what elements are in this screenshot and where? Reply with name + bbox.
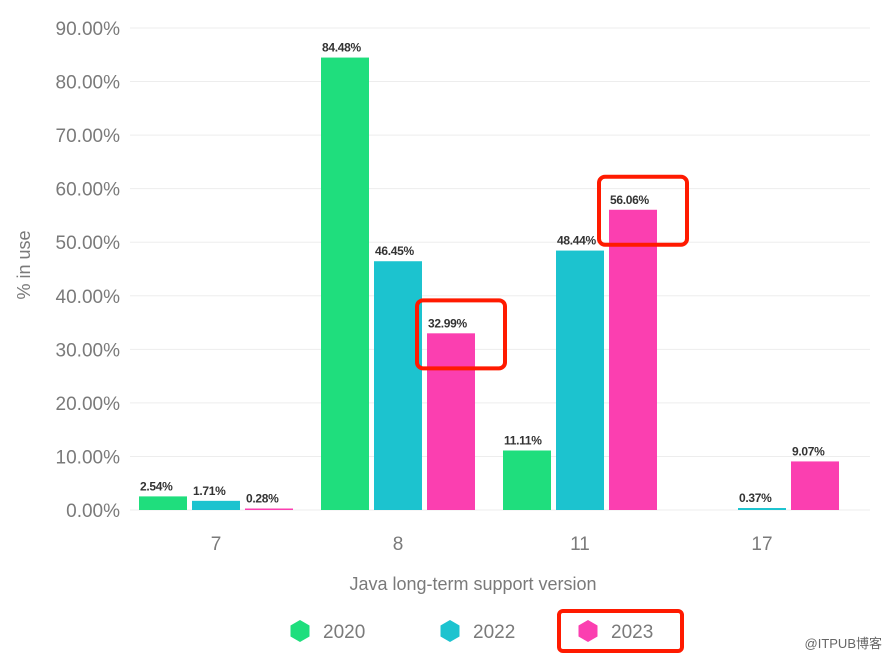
y-axis-ticks: 0.00% 10.00% 20.00% 30.00% 40.00% 50.00% 60.00… xyxy=(56,19,121,522)
y-tick-label: 0.00% xyxy=(66,501,120,522)
legend[interactable]: 2020 2022 2023 xyxy=(290,620,654,643)
bars xyxy=(139,57,839,511)
highlight-boxes xyxy=(415,174,689,653)
data-label: 0.28% xyxy=(246,492,279,506)
x-tick-label: 17 xyxy=(751,534,772,555)
bar-17-2023 xyxy=(791,461,839,510)
y-tick-label: 50.00% xyxy=(56,233,121,254)
highlight-box-legend xyxy=(557,609,684,653)
bar-8-2020 xyxy=(321,57,369,510)
bar-7-2023 xyxy=(245,508,293,511)
bar-11-2020 xyxy=(503,450,551,510)
watermark: @ITPUB博客 xyxy=(805,636,882,651)
x-axis-title: Java long-term support version xyxy=(349,574,596,594)
data-label: 1.71% xyxy=(193,484,226,498)
data-label: 32.99% xyxy=(428,316,468,330)
highlight-box-bar xyxy=(415,298,507,371)
y-tick-label: 10.00% xyxy=(56,447,121,468)
y-tick-label: 30.00% xyxy=(56,340,121,361)
y-tick-label: 40.00% xyxy=(56,287,121,308)
data-label: 46.45% xyxy=(375,244,415,258)
data-label: 2.54% xyxy=(140,479,173,493)
legend-marker-2022[interactable] xyxy=(440,620,460,642)
bar-11-2023 xyxy=(609,209,657,510)
x-tick-label: 8 xyxy=(393,534,404,555)
y-tick-label: 80.00% xyxy=(56,73,121,94)
y-axis-title: % in use xyxy=(14,230,34,299)
y-tick-label: 70.00% xyxy=(56,126,121,147)
legend-label-2022[interactable]: 2022 xyxy=(473,622,515,643)
legend-marker-2023[interactable] xyxy=(578,620,598,642)
data-label: 84.48% xyxy=(322,41,362,55)
x-axis-ticks: 7 8 11 17 xyxy=(211,534,773,555)
data-label: 48.44% xyxy=(557,234,597,248)
data-label: 9.07% xyxy=(792,444,825,458)
y-tick-label: 90.00% xyxy=(56,19,121,40)
y-tick-label: 60.00% xyxy=(56,180,121,201)
legend-marker-2020[interactable] xyxy=(290,620,310,642)
data-label: 0.37% xyxy=(739,491,772,505)
bar-8-2022 xyxy=(374,261,422,510)
bar-7-2020 xyxy=(139,496,187,510)
data-labels: 2.54% 1.71% 0.28% 84.48% 46.45% 32.99% 11.11% 4… xyxy=(140,41,825,506)
bar-17-2022 xyxy=(738,508,786,510)
gridlines xyxy=(130,27,870,511)
legend-label-2020[interactable]: 2020 xyxy=(323,622,365,643)
bar-7-2022 xyxy=(192,500,240,510)
legend-label-2023[interactable]: 2023 xyxy=(611,622,653,643)
y-tick-label: 20.00% xyxy=(56,394,121,415)
data-label: 56.06% xyxy=(610,193,650,207)
x-tick-label: 7 xyxy=(211,534,222,555)
highlight-box-bar xyxy=(597,174,689,247)
bar-8-2023 xyxy=(427,333,475,510)
x-tick-label: 11 xyxy=(570,534,590,555)
bar-11-2022 xyxy=(556,250,604,510)
data-label: 11.11% xyxy=(504,433,542,447)
